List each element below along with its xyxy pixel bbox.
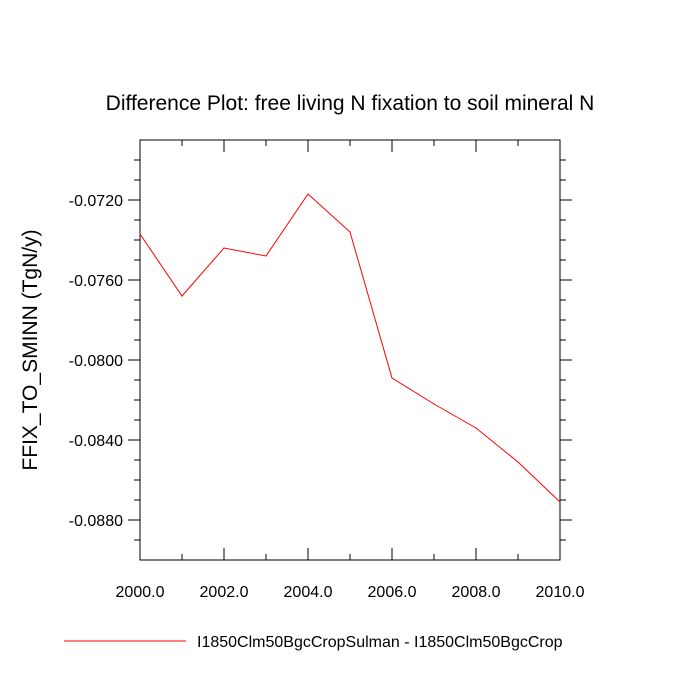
data-point bbox=[139, 233, 141, 235]
x-tick-label: 2008.0 bbox=[452, 584, 501, 601]
y-tick-label: -0.0840 bbox=[69, 433, 123, 450]
data-point bbox=[265, 255, 267, 257]
data-point bbox=[433, 403, 435, 405]
axis-tick-labels: 2000.0 2002.0 2004.0 2006.0 2008.0 2010.0 -0.0… bbox=[69, 193, 585, 601]
legend: I1850Clm50BgcCropSulman - I1850Clm50BgcC… bbox=[64, 634, 563, 651]
y-tick-label: -0.0760 bbox=[69, 273, 123, 290]
y-axis-label: FFIX_TO_SMINN (TgN/y) bbox=[19, 229, 42, 470]
data-point bbox=[307, 193, 309, 195]
y-tick-label: -0.0880 bbox=[69, 513, 123, 530]
y-tick-label: -0.0800 bbox=[69, 353, 123, 370]
x-tick-label: 2000.0 bbox=[116, 584, 165, 601]
x-tick-label: 2010.0 bbox=[536, 584, 585, 601]
legend-label: I1850Clm50BgcCropSulman - I1850Clm50BgcC… bbox=[197, 634, 563, 651]
data-point bbox=[475, 427, 477, 429]
x-tick-label: 2004.0 bbox=[284, 584, 333, 601]
x-tick-label: 2002.0 bbox=[200, 584, 249, 601]
x-tick-label: 2006.0 bbox=[368, 584, 417, 601]
data-point bbox=[181, 295, 183, 297]
y-tick-label: -0.0720 bbox=[69, 193, 123, 210]
data-point bbox=[517, 461, 519, 463]
data-point bbox=[559, 501, 561, 503]
plot-frame bbox=[139, 139, 561, 561]
data-point bbox=[349, 231, 351, 233]
series-line bbox=[139, 193, 561, 503]
data-point bbox=[391, 377, 393, 379]
series-layer bbox=[139, 193, 561, 503]
axis-ticks bbox=[128, 140, 572, 560]
data-point bbox=[223, 247, 225, 249]
chart-title: Difference Plot: free living N fixation … bbox=[106, 92, 595, 115]
